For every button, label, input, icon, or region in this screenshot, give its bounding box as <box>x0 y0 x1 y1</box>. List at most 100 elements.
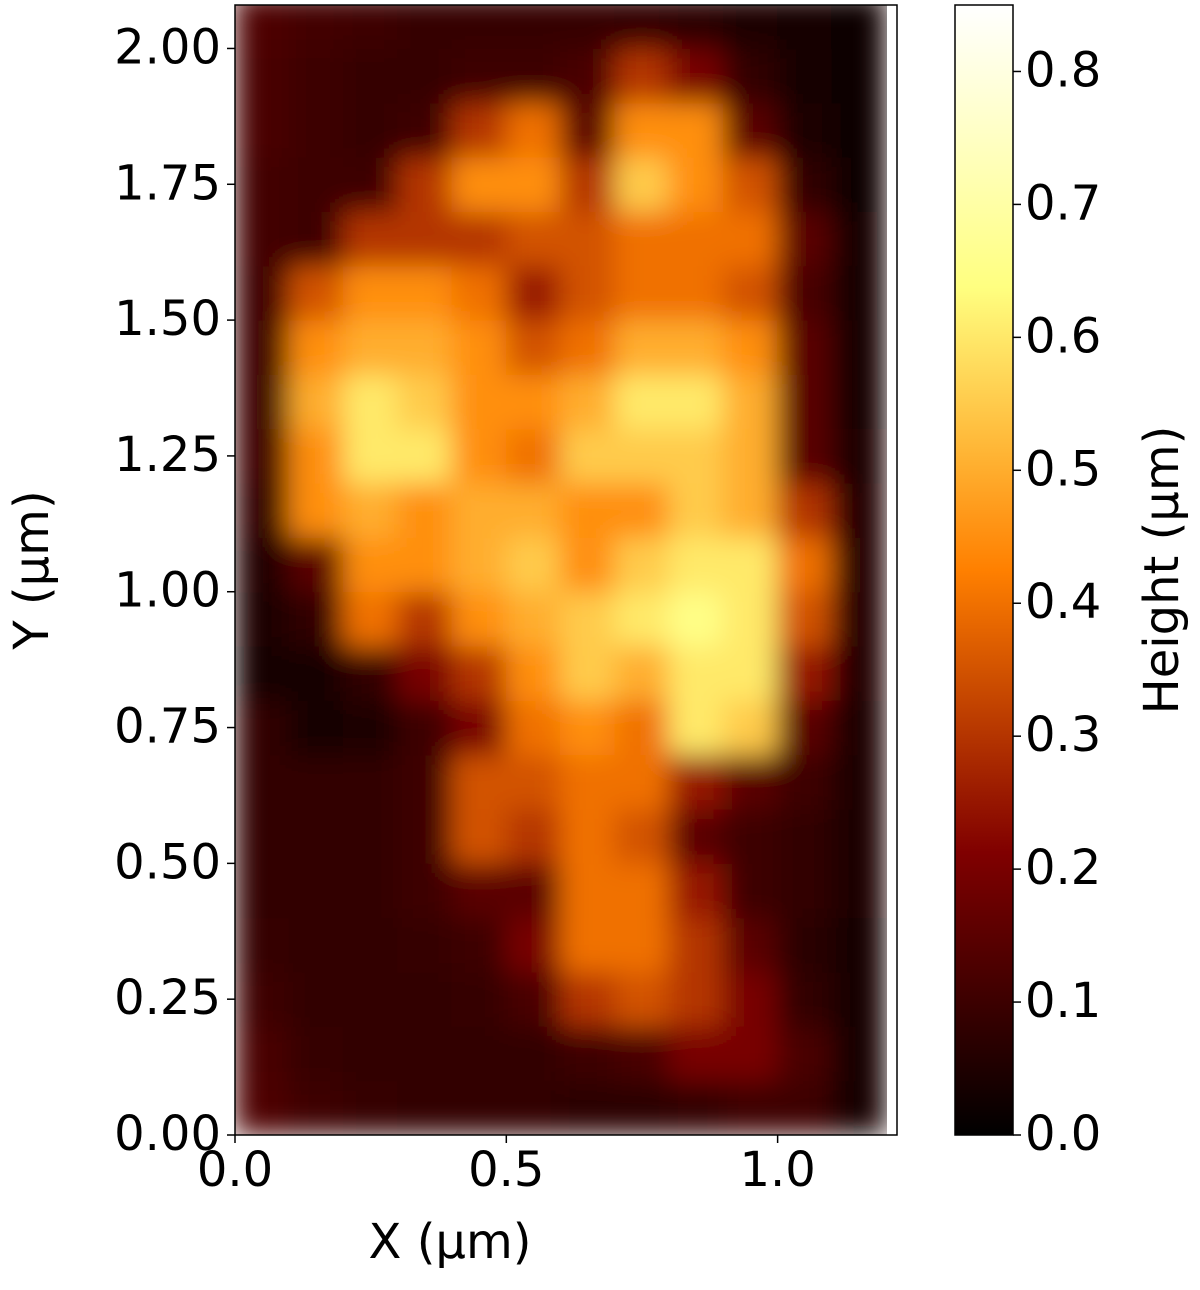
heatmap-cell <box>614 699 670 756</box>
heatmap-cell <box>288 754 345 810</box>
heatmap-cell <box>722 971 779 1027</box>
heatmap-cell <box>668 591 724 647</box>
heatmap-cell <box>505 156 562 212</box>
heatmap-cell <box>505 862 562 919</box>
heatmap-cell <box>777 808 833 864</box>
heatmap-cell <box>668 645 724 701</box>
heatmap-cell <box>397 754 453 810</box>
heatmap-cell <box>505 1025 562 1082</box>
heatmap-cell <box>451 373 507 430</box>
y-tick-label: 2.00 <box>114 19 221 75</box>
heatmap-cell <box>560 428 616 484</box>
heatmap-cell <box>397 1025 453 1082</box>
heatmap-cell <box>505 210 562 267</box>
heatmap-cell <box>343 862 399 919</box>
heatmap-cell <box>343 210 399 267</box>
y-axis-label: Y (µm) <box>4 490 60 650</box>
heatmap-cell <box>343 156 399 212</box>
heatmap-cell <box>668 917 724 973</box>
heatmap-cell <box>668 1080 724 1135</box>
heatmap-cell <box>777 754 833 810</box>
heatmap-cell <box>343 699 399 756</box>
colorbar-tick-label: 0.3 <box>1025 707 1101 763</box>
heatmap-cell <box>831 5 887 49</box>
x-axis-label: X (µm) <box>369 1214 532 1270</box>
heatmap-cell <box>288 536 345 593</box>
heatmap-cell <box>831 808 887 864</box>
heatmap-cell <box>831 699 887 756</box>
heatmap-cell <box>831 482 887 538</box>
heatmap-cell <box>343 808 399 864</box>
heatmap-cell <box>614 917 670 973</box>
heatmap-cell <box>722 373 779 430</box>
heatmap-cell <box>614 482 670 538</box>
heatmap-cell <box>722 699 779 756</box>
heatmap-cell <box>397 319 453 375</box>
heatmap-cell <box>397 917 453 973</box>
heatmap-cell <box>560 265 616 321</box>
heatmap-cell <box>343 373 399 430</box>
heatmap-cell <box>235 862 290 919</box>
heatmap-cell <box>777 862 833 919</box>
heatmap-cell <box>505 971 562 1027</box>
heatmap-cell <box>722 754 779 810</box>
heatmap-cell <box>668 156 724 212</box>
heatmap-cell <box>235 971 290 1027</box>
heatmap-cell <box>505 482 562 538</box>
heatmap-cell <box>777 1080 833 1135</box>
heatmap-cell <box>343 1025 399 1082</box>
heatmap-cell <box>451 591 507 647</box>
colorbar-tick-label: 0.8 <box>1025 42 1101 98</box>
heatmap-cell <box>451 862 507 919</box>
heatmap-cell <box>831 1025 887 1082</box>
heatmap-cell <box>777 1025 833 1082</box>
heatmap-cell <box>343 47 399 104</box>
heatmap-cell <box>668 536 724 593</box>
heatmap-cell <box>560 47 616 104</box>
heatmap-cell <box>668 47 724 104</box>
colorbar-tick-label: 0.4 <box>1025 574 1101 630</box>
heatmap-cell <box>343 319 399 375</box>
heatmap-cell <box>560 536 616 593</box>
colorbar-tick-label: 0.1 <box>1025 973 1101 1029</box>
heatmap-cell <box>451 265 507 321</box>
y-tick-label: 1.75 <box>114 155 221 211</box>
heatmap-cell <box>397 971 453 1027</box>
heatmap-cell <box>777 102 833 158</box>
heatmap-cell <box>343 1080 399 1135</box>
heatmap-cell <box>505 428 562 484</box>
heatmap-cell <box>397 482 453 538</box>
heatmap-cell <box>343 591 399 647</box>
colorbar-tick-label: 0.2 <box>1025 840 1101 896</box>
heatmap-cell <box>668 1025 724 1082</box>
heatmap-cell <box>235 102 290 158</box>
heatmap-cell <box>560 917 616 973</box>
heatmap-cell <box>560 156 616 212</box>
heatmap-cell <box>668 102 724 158</box>
heatmap-cell <box>288 645 345 701</box>
heatmap-cell <box>831 917 887 973</box>
heatmap-cell <box>397 102 453 158</box>
y-tick-label: 0.50 <box>114 834 221 890</box>
heatmap-cell <box>397 210 453 267</box>
heatmap-cell <box>777 645 833 701</box>
heatmap-cell <box>560 482 616 538</box>
heatmap-cell <box>614 5 670 49</box>
heatmap-cell <box>451 917 507 973</box>
heatmap-cell <box>722 917 779 973</box>
heatmap-cell <box>397 428 453 484</box>
heatmap-cell <box>777 319 833 375</box>
heatmap-cell <box>451 536 507 593</box>
heatmap-cell <box>777 5 833 49</box>
heatmap-cell <box>722 319 779 375</box>
heatmap-cell <box>614 373 670 430</box>
heatmap-cell <box>722 536 779 593</box>
x-tick-label: 0.0 <box>197 1142 273 1198</box>
heatmap-cell <box>343 917 399 973</box>
heatmap-cell <box>614 862 670 919</box>
heatmap-cell <box>777 156 833 212</box>
heatmap-cell <box>343 536 399 593</box>
heatmap-cell <box>777 210 833 267</box>
heatmap-cell <box>560 1025 616 1082</box>
heatmap-cell <box>397 699 453 756</box>
